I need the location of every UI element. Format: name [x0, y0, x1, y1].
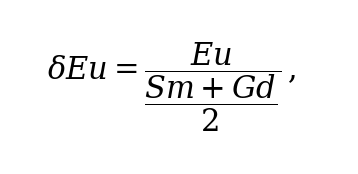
Text: $\it{\delta Eu} = \dfrac{\it{Eu}}{\dfrac{\it{Sm+Gd}}{2}}\,,$: $\it{\delta Eu} = \dfrac{\it{Eu}}{\dfrac…	[47, 40, 296, 134]
